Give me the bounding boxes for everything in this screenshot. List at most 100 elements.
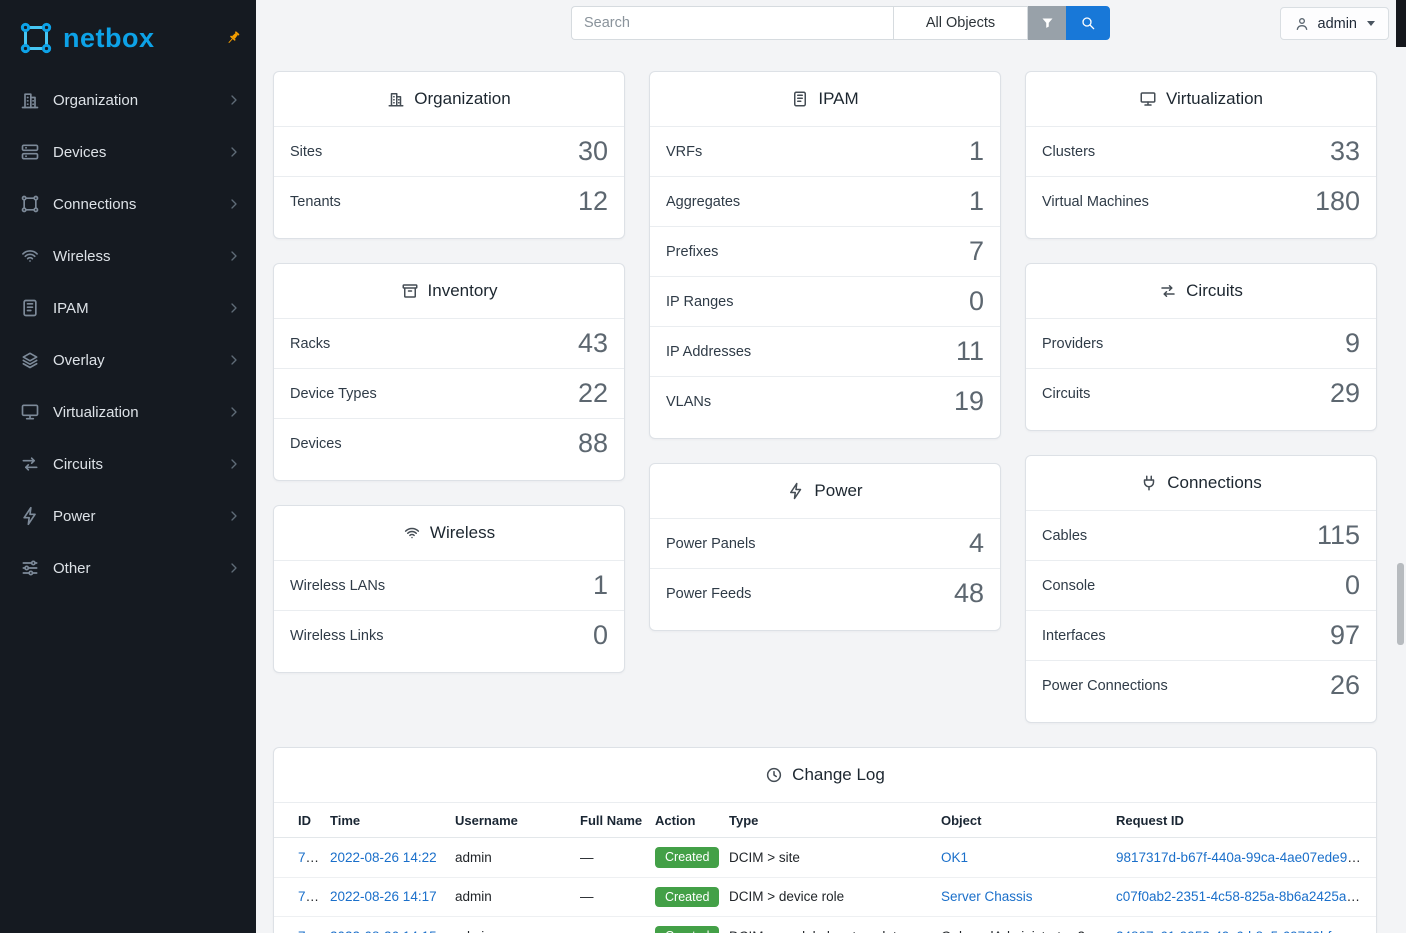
sidebar-item-wireless[interactable]: Wireless xyxy=(0,230,256,282)
change-time-link[interactable]: 2022-08-26 14:22 xyxy=(330,849,437,865)
organization-card: Organization Sites 30 Tenants 12 xyxy=(273,71,625,239)
change-type: DCIM > site xyxy=(729,837,941,877)
stat-row-tenants[interactable]: Tenants 12 xyxy=(274,176,624,226)
object-scope-select[interactable]: All Objects xyxy=(893,6,1028,40)
stat-row-circuits[interactable]: Circuits 29 xyxy=(1026,368,1376,418)
caret-down-icon xyxy=(1367,21,1375,26)
chevron-right-icon xyxy=(226,404,242,420)
chevron-right-icon xyxy=(226,144,242,160)
stat-row-vlans[interactable]: VLANs 19 xyxy=(650,376,1000,426)
connections-card: Connections Cables 115 Console 0 Interfa… xyxy=(1025,455,1377,723)
book-icon xyxy=(20,298,40,318)
card-title: Wireless xyxy=(429,523,496,542)
change-time-link[interactable]: 2022-08-26 14:17 xyxy=(330,889,437,905)
main-area: All Objects admin Organization xyxy=(256,0,1406,933)
stat-row-providers[interactable]: Providers 9 xyxy=(1026,318,1376,368)
change-object-link[interactable]: OK1 xyxy=(941,849,969,865)
stat-row-device-types[interactable]: Device Types 22 xyxy=(274,368,624,418)
archive-icon xyxy=(401,282,419,300)
chevron-right-icon xyxy=(226,248,242,264)
username-label: admin xyxy=(1317,15,1358,32)
funnel-icon xyxy=(1040,16,1055,31)
filter-button[interactable] xyxy=(1028,6,1066,40)
sidebar-item-overlay[interactable]: Overlay xyxy=(0,334,256,386)
stat-row-console[interactable]: Console 0 xyxy=(1026,560,1376,610)
dashboard-column-1: Organization Sites 30 Tenants 12 xyxy=(273,71,625,673)
request-id-link[interactable]: 24807c61-9952-49c6-b8a5-69760bfcc4b3 xyxy=(1116,929,1367,933)
ipam-card: IPAM VRFs 1 Aggregates 1 Prefixes xyxy=(649,71,1001,439)
changelog-card: Change Log ID Time Username Full Name Ac… xyxy=(273,747,1377,933)
building-icon xyxy=(20,90,40,110)
stat-row-cables[interactable]: Cables 115 xyxy=(1026,510,1376,560)
stat-row-devices[interactable]: Devices 88 xyxy=(274,418,624,468)
change-id-link[interactable]: 755 xyxy=(298,849,321,865)
col-header-full-name: Full Name xyxy=(580,802,655,838)
card-header: Power xyxy=(650,464,1000,518)
change-time-link[interactable]: 2022-08-26 14:15 xyxy=(330,929,437,933)
circuits-card: Circuits Providers 9 Circuits 29 xyxy=(1025,263,1377,431)
layers-icon xyxy=(20,350,40,370)
changelog-row: 754 2022-08-26 14:17 admin — Created DCI… xyxy=(274,876,1376,917)
action-badge: Created xyxy=(655,847,720,868)
dashboard-column-3: Virtualization Clusters 33 Virtual Machi… xyxy=(1025,71,1377,723)
pin-sidebar-icon[interactable] xyxy=(224,29,242,47)
vector-icon xyxy=(20,194,40,214)
card-title: Connections xyxy=(1167,473,1262,492)
sidebar-item-organization[interactable]: Organization xyxy=(0,74,256,126)
netbox-logo[interactable]: netbox xyxy=(18,20,155,56)
stat-row-racks[interactable]: Racks 43 xyxy=(274,318,624,368)
stat-row-ip-addresses[interactable]: IP Addresses 11 xyxy=(650,326,1000,376)
action-badge: Created xyxy=(655,926,720,933)
chevron-right-icon xyxy=(226,300,242,316)
card-header: Circuits xyxy=(1026,264,1376,318)
history-icon xyxy=(765,766,783,784)
user-menu-button[interactable]: admin xyxy=(1279,7,1389,40)
sidebar-item-ipam[interactable]: IPAM xyxy=(0,282,256,334)
col-header-time: Time xyxy=(330,802,455,838)
sidebar-item-connections[interactable]: Connections xyxy=(0,178,256,230)
card-header: Wireless xyxy=(274,506,624,560)
transfer-icon xyxy=(20,454,40,474)
changelog-row: 753 2022-08-26 14:15 admin — Created DCI… xyxy=(274,916,1376,933)
stat-row-wireless-links[interactable]: Wireless Links 0 xyxy=(274,610,624,660)
change-object-link[interactable]: Server Chassis xyxy=(941,889,1033,905)
stat-row-prefixes[interactable]: Prefixes 7 xyxy=(650,226,1000,276)
search-button[interactable] xyxy=(1066,6,1110,40)
stat-row-virtual-machines[interactable]: Virtual Machines 180 xyxy=(1026,176,1376,226)
stat-row-power-panels[interactable]: Power Panels 4 xyxy=(650,518,1000,568)
change-id-link[interactable]: 753 xyxy=(298,929,321,933)
sidebar-item-power[interactable]: Power xyxy=(0,490,256,542)
action-badge: Created xyxy=(655,886,720,907)
scrollbar-thumb[interactable] xyxy=(1397,563,1404,645)
sidebar-item-circuits[interactable]: Circuits xyxy=(0,438,256,490)
monitor-icon xyxy=(1139,90,1157,108)
request-id-link[interactable]: c07f0ab2-2351-4c58-825a-8b6a2425a1ab xyxy=(1116,889,1369,905)
sidebar-item-other[interactable]: Other xyxy=(0,542,256,594)
search-icon xyxy=(1080,15,1096,31)
netbox-logo-icon xyxy=(18,20,54,56)
col-header-object: Object xyxy=(941,802,1116,838)
stat-row-ip-ranges[interactable]: IP Ranges 0 xyxy=(650,276,1000,326)
request-id-link[interactable]: 9817317d-b67f-440a-99ca-4ae07ede94df xyxy=(1116,849,1366,865)
dashboard: Organization Sites 30 Tenants 12 xyxy=(256,47,1406,933)
stat-row-clusters[interactable]: Clusters 33 xyxy=(1026,126,1376,176)
change-username: admin xyxy=(455,916,580,933)
stat-row-power-feeds[interactable]: Power Feeds 48 xyxy=(650,568,1000,618)
sidebar: netbox Organization Devices Connections … xyxy=(0,0,256,933)
sidebar-item-virtualization[interactable]: Virtualization xyxy=(0,386,256,438)
search-input[interactable] xyxy=(571,6,893,40)
sidebar-item-devices[interactable]: Devices xyxy=(0,126,256,178)
transfer-icon xyxy=(1159,282,1177,300)
col-header-request-id: Request ID xyxy=(1116,802,1376,838)
stat-row-power-connections[interactable]: Power Connections 26 xyxy=(1026,660,1376,710)
stat-row-interfaces[interactable]: Interfaces 97 xyxy=(1026,610,1376,660)
topbar: All Objects admin xyxy=(256,0,1406,47)
change-id-link[interactable]: 754 xyxy=(298,889,321,905)
stat-row-wireless-lans[interactable]: Wireless LANs 1 xyxy=(274,560,624,610)
stat-row-aggregates[interactable]: Aggregates 1 xyxy=(650,176,1000,226)
stat-row-vrfs[interactable]: VRFs 1 xyxy=(650,126,1000,176)
card-header: Change Log xyxy=(274,748,1376,802)
chevron-right-icon xyxy=(226,560,242,576)
stat-row-sites[interactable]: Sites 30 xyxy=(274,126,624,176)
col-header-username: Username xyxy=(455,802,580,838)
